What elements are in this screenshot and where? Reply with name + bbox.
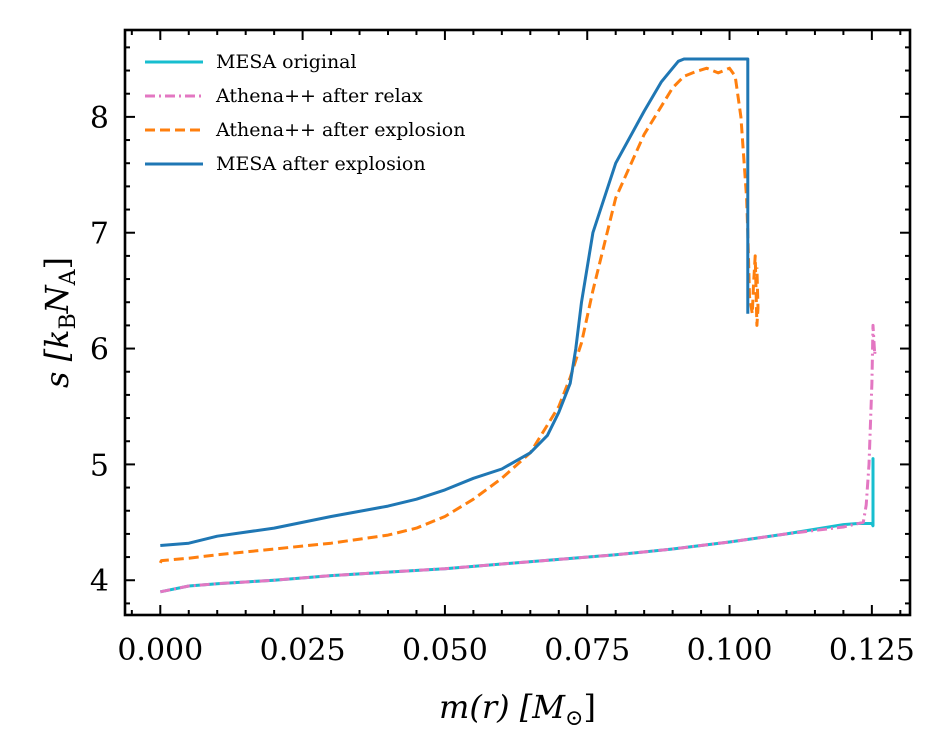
legend-label-2: Athena++ after relax [215,85,423,107]
legend: MESA original Athena++ after relax Athena+… [145,51,465,175]
x-axis-label-sub: ⊙ [565,706,583,731]
series-line-2 [160,323,877,594]
tick-label-layer: 0.000 0.025 0.050 0.075 0.100 0.125 4 5 6 7 8 [90,101,915,668]
series-line-3 [158,66,760,564]
y-axis-label: s [kBNA] [38,257,81,388]
y-tick-label: 4 [90,564,109,599]
y-tick-label: 8 [90,101,109,136]
x-tick-label: 0.100 [687,633,773,668]
series-layer [158,57,877,594]
y-tick-label: 6 [90,333,109,368]
plot-area: 0.000 0.025 0.050 0.075 0.100 0.125 4 5 6 7 8 [90,28,915,668]
x-tick-label: 0.000 [117,633,203,668]
x-tick-label: 0.025 [260,633,346,668]
x-tick-label: 0.050 [402,633,488,668]
legend-label-4: MESA after explosion [216,153,426,175]
legend-label-1: MESA original [216,51,357,73]
x-tick-label: 0.125 [829,633,915,668]
series-line-4 [160,57,750,547]
series-line-1 [160,457,875,594]
y-tick-label: 5 [90,448,109,483]
axes-frame [123,28,912,617]
legend-label-3: Athena++ after explosion [215,119,465,141]
tick-layer [125,30,910,615]
x-tick-label: 0.075 [544,633,630,668]
y-tick-label: 7 [90,217,109,252]
x-axis-label: m(r) [M⊙] [439,688,596,731]
